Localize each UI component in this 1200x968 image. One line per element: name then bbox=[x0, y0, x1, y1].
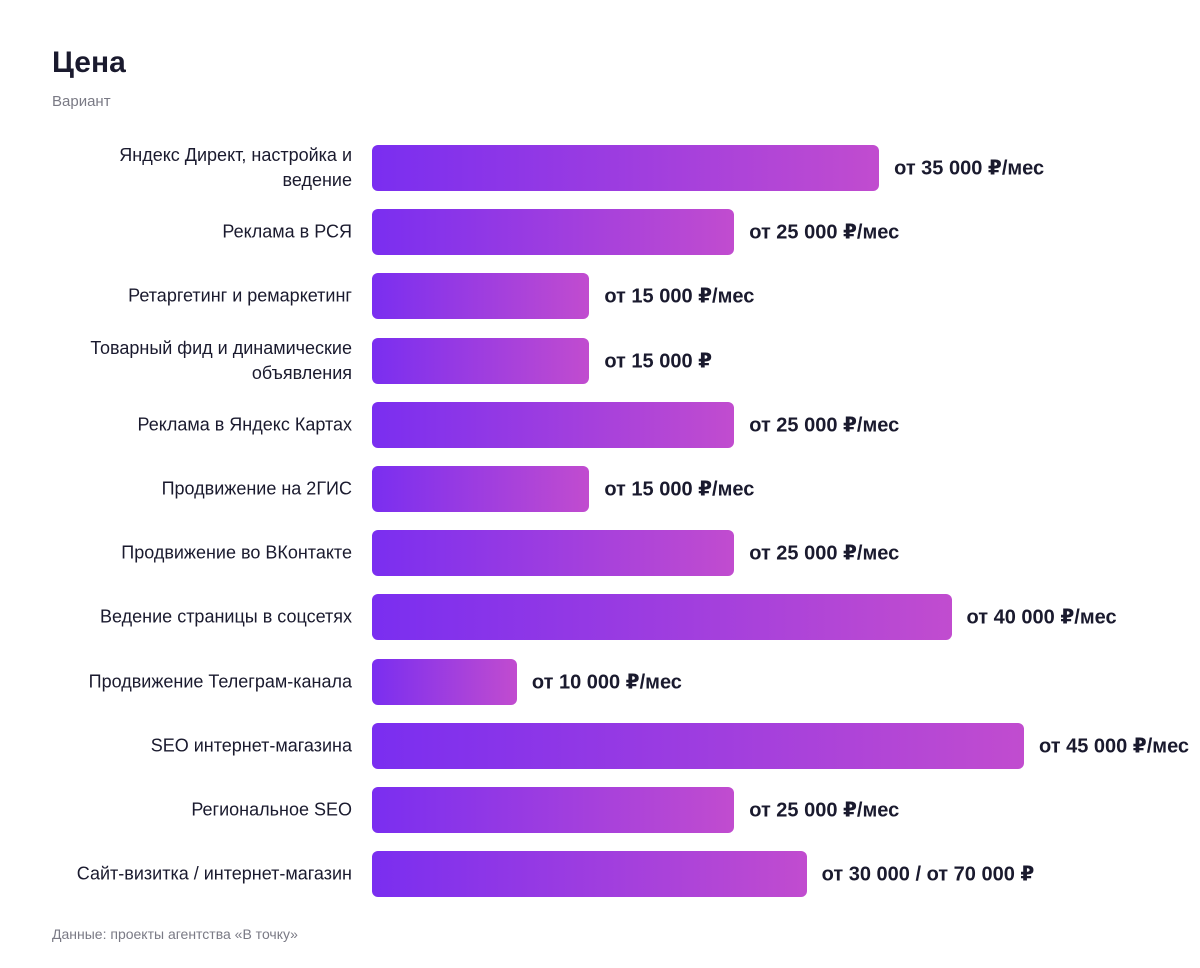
category-label: Яндекс Директ, настройка и ведение bbox=[119, 145, 352, 190]
value-label: от 10 000 ₽/мес bbox=[531, 671, 682, 694]
category-label: Ретаргетинг и ремаркетинг bbox=[128, 285, 352, 306]
value-label: от 25 000 ₽/мес bbox=[749, 414, 900, 437]
value-label: от 15 000 ₽ bbox=[604, 350, 713, 373]
category-label: Продвижение Телеграм-канала bbox=[88, 671, 352, 692]
bar bbox=[372, 658, 517, 705]
category-label: Региональное SEO bbox=[191, 799, 352, 820]
value-label: от 25 000 ₽/мес bbox=[749, 221, 900, 244]
bar bbox=[372, 145, 880, 191]
value-label: от 30 000 / от 70 000 ₽ bbox=[821, 863, 1035, 886]
source-note: Данные: проекты агентства «В точку» bbox=[52, 926, 298, 942]
bar bbox=[372, 466, 590, 512]
chart-subtitle: Вариант bbox=[52, 93, 111, 110]
value-label: от 40 000 ₽/мес bbox=[966, 606, 1117, 629]
bar bbox=[372, 273, 590, 320]
bar bbox=[372, 530, 735, 577]
value-label: от 35 000 ₽/мес bbox=[894, 157, 1045, 180]
value-label: от 25 000 ₽/мес bbox=[749, 542, 900, 565]
value-label: от 45 000 ₽/мес bbox=[1039, 735, 1190, 758]
value-label: от 15 000 ₽/мес bbox=[604, 285, 755, 308]
bar bbox=[372, 594, 952, 641]
bar bbox=[372, 209, 735, 256]
category-label: Реклама в РСЯ bbox=[222, 221, 352, 242]
value-label: от 25 000 ₽/мес bbox=[749, 799, 900, 822]
bar bbox=[372, 401, 735, 448]
category-label: SEO интернет-магазина bbox=[150, 735, 352, 756]
category-label: Товарный фид и динамические объявления bbox=[90, 337, 352, 383]
category-label: Реклама в Яндекс Картах bbox=[137, 414, 352, 435]
bar bbox=[372, 722, 1024, 769]
chart-title: Цена bbox=[52, 46, 126, 79]
bar bbox=[372, 851, 807, 898]
category-label: Продвижение во ВКонтакте bbox=[121, 542, 352, 563]
bar bbox=[372, 337, 590, 384]
category-label: Продвижение на 2ГИС bbox=[161, 478, 352, 499]
value-label: от 15 000 ₽/мес bbox=[604, 478, 755, 501]
bar bbox=[372, 787, 735, 833]
category-label: Ведение страницы в соцсетях bbox=[100, 606, 352, 627]
category-label: Сайт-визитка / интернет-магазин bbox=[76, 863, 352, 884]
